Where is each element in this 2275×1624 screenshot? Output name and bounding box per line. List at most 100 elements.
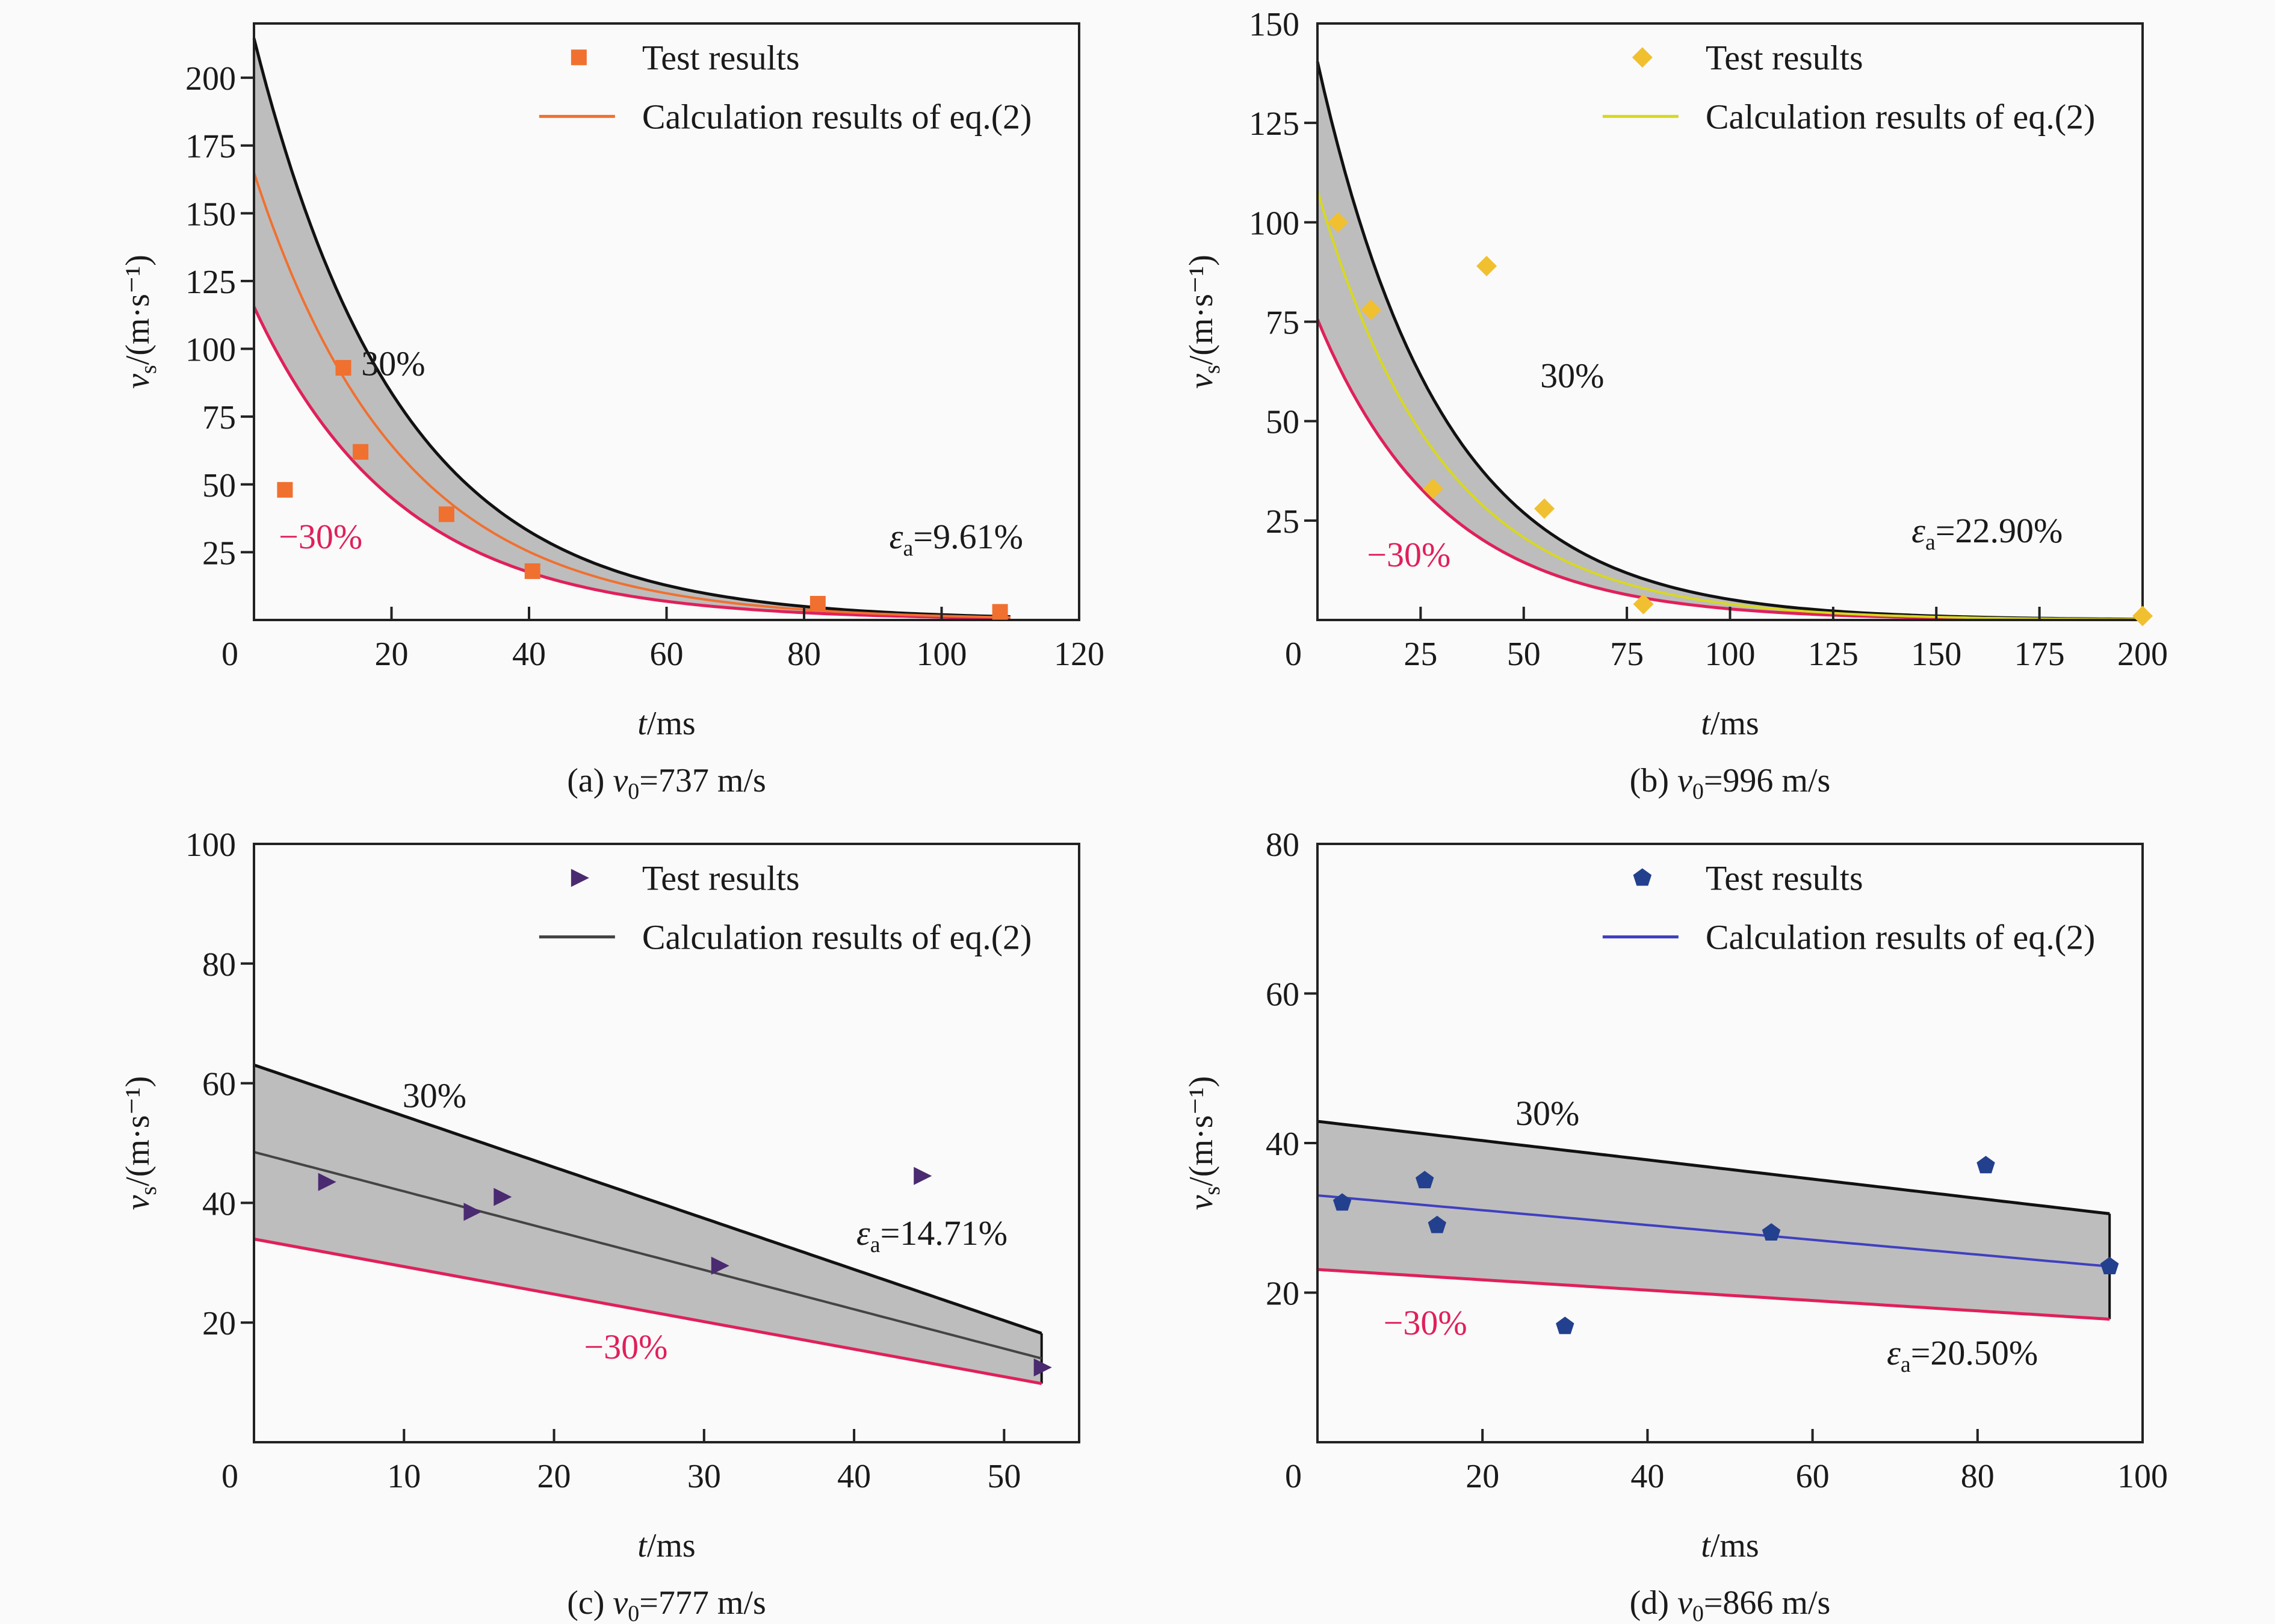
x-axis-label: t/ms xyxy=(637,1527,695,1564)
legend-label-calc: Calculation results of eq.(2) xyxy=(642,97,1032,136)
x-tick-label: 80 xyxy=(787,636,821,673)
y-tick-label: 100 xyxy=(1249,205,1299,242)
upper-bound-label: 30% xyxy=(1540,356,1604,395)
lower-bound-line xyxy=(253,1238,1042,1386)
calculation-line xyxy=(253,1150,1042,1360)
test-point xyxy=(1633,594,1654,615)
calculation-line xyxy=(1316,190,2143,621)
error-annotation: εa=20.50% xyxy=(1887,1333,2038,1377)
y-tick-label: 20 xyxy=(1266,1275,1299,1313)
y-tick-label: 80 xyxy=(202,946,236,984)
test-point xyxy=(1328,212,1349,233)
upper-bound-line xyxy=(252,38,1011,618)
legend-label-calc: Calculation results of eq.(2) xyxy=(1706,918,2096,957)
plot-frame xyxy=(253,22,1080,621)
y-tick-label: 80 xyxy=(1266,826,1299,864)
legend-label-test: Test results xyxy=(1706,859,1863,898)
lower-bound-label: −30% xyxy=(279,517,362,556)
error-annotation: εa=22.90% xyxy=(1911,511,2063,555)
legend-label-test: Test results xyxy=(642,859,800,898)
y-tick-label: 175 xyxy=(185,128,236,166)
test-point xyxy=(2100,1257,2119,1274)
panel-c: 0 10 20 30 40 50 20 40 60 80 100 t/ms vs/(m·s⁻¹) (c) … xyxy=(119,826,1080,1624)
error-band-30pct xyxy=(254,1065,1042,1384)
test-point xyxy=(1422,478,1443,499)
x-tick-label: 0 xyxy=(221,636,238,673)
test-point xyxy=(463,1203,482,1221)
test-point xyxy=(335,360,351,376)
x-axis-label: t/ms xyxy=(1701,1527,1759,1564)
error-band-30pct xyxy=(1317,1121,2110,1319)
panel-caption: (c) v0=777 m/s xyxy=(567,1584,766,1624)
upper-bound-line xyxy=(253,1063,1042,1335)
test-point xyxy=(914,1167,932,1185)
test-point xyxy=(711,1256,729,1275)
y-axis-label: vs/(m·s⁻¹) xyxy=(119,1076,161,1210)
x-tick-label: 75 xyxy=(1610,636,1644,673)
x-tick-label: 100 xyxy=(917,636,967,673)
legend-marker xyxy=(1632,47,1653,68)
x-tick-label: 120 xyxy=(1054,636,1104,673)
x-tick-label: 60 xyxy=(650,636,684,673)
x-tick-label: 0 xyxy=(1285,1458,1302,1495)
y-tick-label: 200 xyxy=(185,60,236,98)
error-annotation: εa=14.71% xyxy=(856,1213,1008,1257)
legend: Test results Calculation results of eq.(2… xyxy=(539,859,1032,957)
y-tick-label: 25 xyxy=(202,535,236,572)
legend: Test results Calculation results of eq.(2… xyxy=(1602,859,2096,957)
y-axis-label: vs/(m·s⁻¹) xyxy=(119,255,161,389)
x-axis-label: t/ms xyxy=(1701,705,1759,742)
test-point xyxy=(318,1173,336,1191)
test-point xyxy=(809,595,826,612)
x-tick-label: 100 xyxy=(1705,636,1756,673)
y-tick-label: 25 xyxy=(1266,503,1299,541)
y-tick-label: 100 xyxy=(185,332,236,369)
x-tick-label: 20 xyxy=(537,1458,571,1495)
legend-label-test: Test results xyxy=(1706,38,1863,77)
x-axis-label: t/ms xyxy=(637,705,695,742)
upper-bound-line xyxy=(1317,1120,2110,1215)
test-point xyxy=(1534,498,1555,519)
x-tick-label: 20 xyxy=(1466,1458,1499,1495)
y-tick-label: 60 xyxy=(202,1066,236,1103)
x-tick-label: 80 xyxy=(1961,1458,1995,1495)
y-tick-label: 125 xyxy=(1249,105,1299,143)
x-tick-label: 60 xyxy=(1796,1458,1830,1495)
x-tick-label: 100 xyxy=(2117,1458,2168,1495)
legend-label-calc: Calculation results of eq.(2) xyxy=(1706,97,2096,136)
test-point xyxy=(1033,1358,1052,1377)
test-point xyxy=(1762,1223,1781,1241)
x-tick-label: 30 xyxy=(687,1458,721,1495)
panel-caption: (a) v0=737 m/s xyxy=(567,762,766,804)
y-tick-label: 40 xyxy=(202,1185,236,1223)
y-tick-label: 40 xyxy=(1266,1126,1299,1163)
legend: Test results Calculation results of eq.(2… xyxy=(1602,38,2096,136)
error-annotation: εa=9.61% xyxy=(890,517,1023,561)
calculation-line xyxy=(253,172,1011,619)
test-point xyxy=(524,563,540,579)
legend-marker xyxy=(571,869,589,887)
y-tick-label: 75 xyxy=(202,399,236,436)
y-axis-label: vs/(m·s⁻¹) xyxy=(1183,1076,1225,1210)
x-tick-label: 40 xyxy=(1630,1458,1664,1495)
test-point xyxy=(992,604,1008,620)
upper-bound-label: 30% xyxy=(403,1076,466,1115)
plot-frame-border xyxy=(253,843,1080,1443)
test-point xyxy=(1476,256,1497,277)
y-tick-label: 20 xyxy=(202,1305,236,1342)
y-axis-label: vs/(m·s⁻¹) xyxy=(1183,255,1225,389)
test-point xyxy=(438,506,454,522)
test-point xyxy=(277,482,293,498)
upper-bound-label: 30% xyxy=(361,344,425,383)
x-tick-label: 25 xyxy=(1404,636,1437,673)
x-tick-label: 10 xyxy=(387,1458,421,1495)
upper-bound-label: 30% xyxy=(1515,1094,1579,1133)
x-tick-label: 175 xyxy=(2014,636,2065,673)
test-point xyxy=(1332,1193,1352,1211)
x-tick-label: 150 xyxy=(1911,636,1961,673)
legend-label-test: Test results xyxy=(642,38,800,77)
y-tick-label: 75 xyxy=(1266,305,1299,342)
lower-bound-label: −30% xyxy=(1384,1303,1467,1342)
panel-caption: (b) v0=996 m/s xyxy=(1630,762,1831,804)
panel-a: 0 20 40 60 80 100 120 25 50 75 100 125 150 175 200 t/ms… xyxy=(119,22,1104,804)
